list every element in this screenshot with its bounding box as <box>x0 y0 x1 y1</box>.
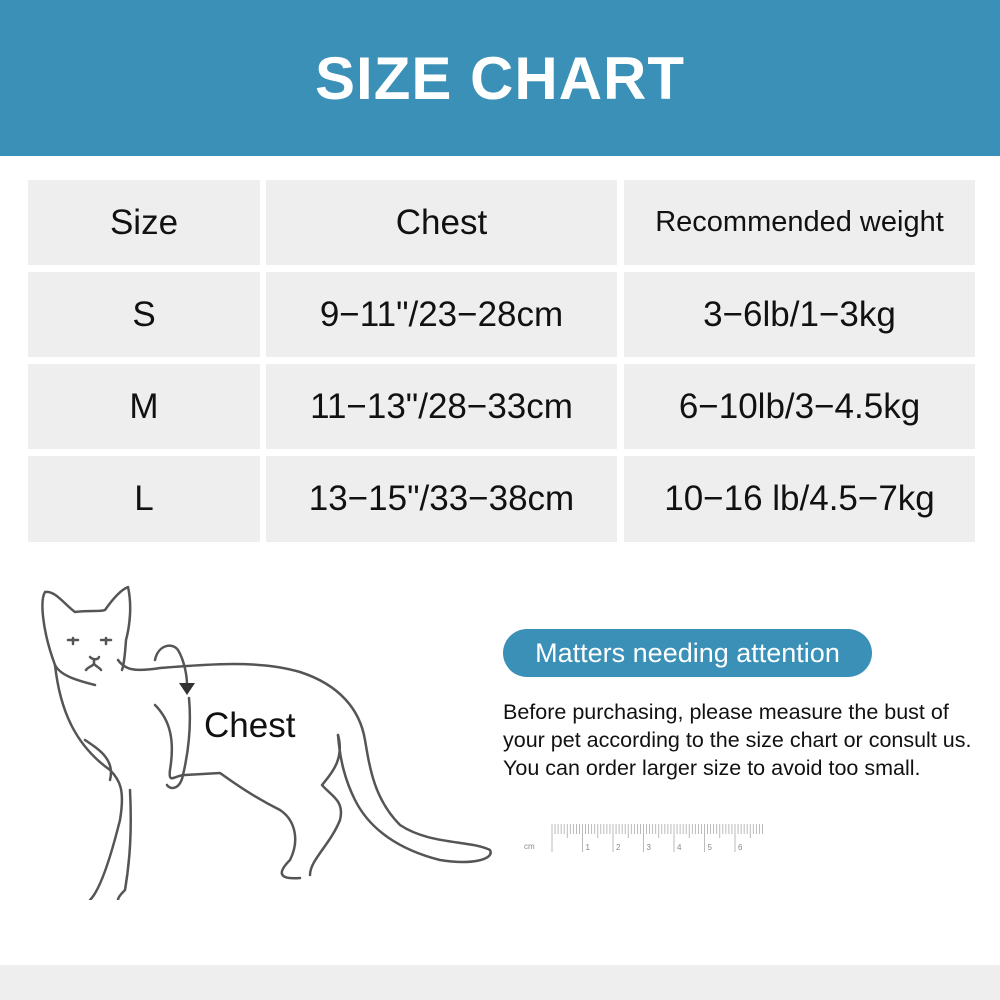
ruler-unit: cm <box>524 842 535 851</box>
attention-text: Before purchasing, please measure the bu… <box>503 700 972 780</box>
attention-badge: Matters needing attention <box>503 629 872 677</box>
footer-strip <box>0 965 1000 1000</box>
cat-illustration <box>41 585 492 900</box>
ruler-label: 3 <box>647 843 652 852</box>
page-title: SIZE CHART <box>315 44 685 112</box>
cell-weight: 3−6lb/1−3kg <box>624 272 975 357</box>
ruler-label: 6 <box>738 843 743 852</box>
header-size: Size <box>28 180 260 265</box>
cell-weight: 10−16 lb/4.5−7kg <box>624 456 975 542</box>
ruler-label: 2 <box>616 843 621 852</box>
cell-weight: 6−10lb/3−4.5kg <box>624 364 975 449</box>
ruler-icon: cm 1234567 <box>524 824 763 852</box>
header-banner: SIZE CHART <box>0 0 1000 156</box>
chest-label: Chest <box>204 706 296 745</box>
header-weight: Recommended weight <box>624 180 975 265</box>
cell-size: S <box>28 272 260 357</box>
cell-chest: 13−15"/33−38cm <box>266 456 617 542</box>
ruler-label: 4 <box>677 843 682 852</box>
ruler-label: 1 <box>586 843 591 852</box>
cell-chest: 11−13"/28−33cm <box>266 364 617 449</box>
arrow-down-icon <box>179 683 195 695</box>
header-chest: Chest <box>266 180 617 265</box>
cell-size: M <box>28 364 260 449</box>
cell-size: L <box>28 456 260 542</box>
ruler-label: 5 <box>708 843 713 852</box>
cell-chest: 9−11"/23−28cm <box>266 272 617 357</box>
